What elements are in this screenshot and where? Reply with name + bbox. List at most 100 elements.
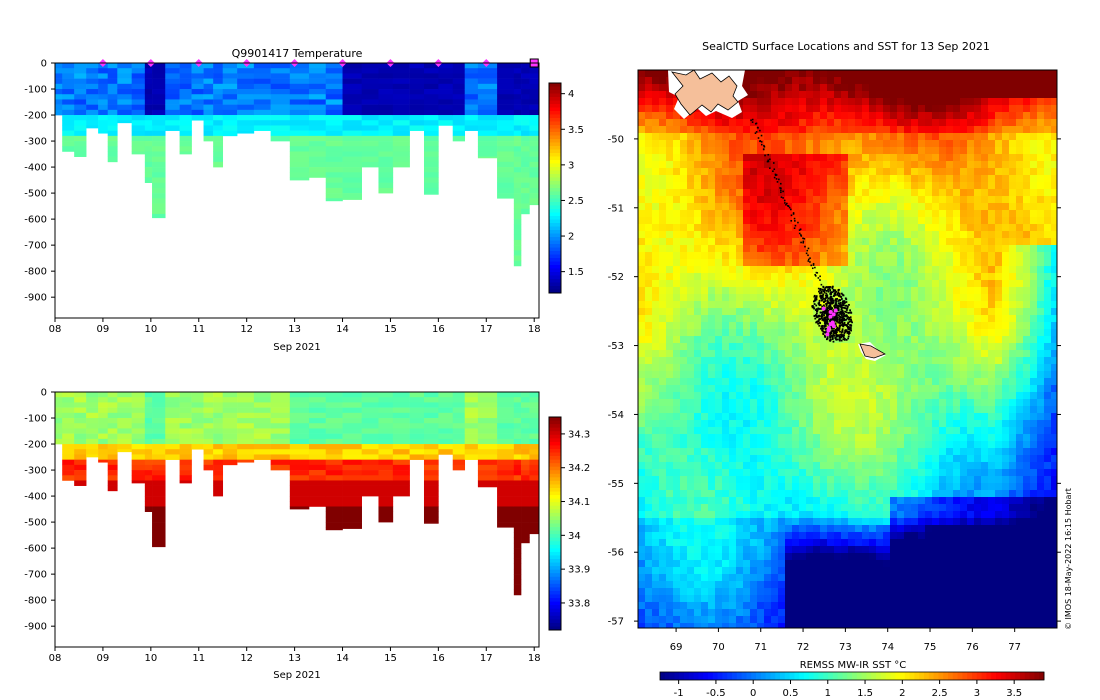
sst-pixel <box>708 623 716 628</box>
sst-pixel <box>757 105 765 113</box>
temperature-cell <box>131 63 146 69</box>
temperature-cell <box>213 109 224 116</box>
sst-pixel <box>694 406 702 414</box>
sst-pixel <box>834 280 842 288</box>
sst-pixel <box>911 175 919 183</box>
sst-pixel <box>820 147 828 155</box>
sst-pixel <box>848 609 856 617</box>
salinity-cell <box>513 579 522 585</box>
temperature-cell <box>423 172 439 178</box>
salinity-cell <box>179 454 192 460</box>
sst-pixel <box>708 532 716 540</box>
sst-pixel <box>750 231 758 239</box>
sst-pixel <box>806 490 814 498</box>
salinity-cell <box>529 418 539 424</box>
temperature-cell <box>521 120 530 126</box>
sst-pixel <box>673 210 681 218</box>
sst-pixel <box>659 126 667 134</box>
salinity-cell <box>144 423 153 429</box>
sst-pixel <box>736 588 744 596</box>
sst-pixel <box>743 315 751 323</box>
sst-pixel <box>841 392 849 400</box>
salinity-cell <box>529 522 539 528</box>
sst-pixel <box>652 301 660 309</box>
temperature-cell <box>62 63 75 69</box>
sst-pixel <box>645 616 653 624</box>
sst-pixel <box>722 119 730 127</box>
sst-pixel <box>799 350 807 358</box>
salinity-cell <box>342 490 362 497</box>
temperature-cell <box>477 115 498 121</box>
sst-pixel <box>827 504 835 512</box>
salinity-cell <box>213 470 224 476</box>
salinity-cell <box>361 433 379 440</box>
sst-pixel <box>813 161 821 169</box>
sst-pixel <box>708 126 716 134</box>
sst-pixel <box>729 231 737 239</box>
salinity-cell <box>409 438 425 445</box>
sst-pixel <box>925 98 933 106</box>
sst-pixel <box>673 140 681 148</box>
sst-pixel <box>645 413 653 421</box>
sst-pixel <box>869 301 877 309</box>
temperature-cell <box>117 109 132 116</box>
temperature-y-tick-label: -100 <box>24 85 47 96</box>
sst-pixel <box>694 231 702 239</box>
sst-pixel <box>841 476 849 484</box>
sst-pixel <box>841 280 849 288</box>
temperature-cell <box>270 83 291 90</box>
sst-pixel <box>792 413 800 421</box>
sst-pixel <box>778 357 786 365</box>
temperature-colorbar-band <box>549 125 561 129</box>
sst-pixel <box>764 322 772 330</box>
sst-pixel <box>862 266 870 274</box>
temperature-cell <box>152 151 166 157</box>
sst-pixel <box>925 217 933 225</box>
salinity-cell <box>409 418 425 424</box>
temperature-cell <box>107 141 118 147</box>
sst-pixel <box>722 266 730 274</box>
sst-pixel <box>841 161 849 169</box>
temperature-cell <box>62 104 75 111</box>
sst-pixel <box>680 616 688 624</box>
salinity-cell <box>62 418 75 424</box>
sst-pixel <box>687 588 695 596</box>
temperature-cell <box>325 68 343 74</box>
sst-pixel <box>708 567 716 575</box>
salinity-cell <box>342 511 362 518</box>
salinity-cell <box>289 454 310 460</box>
salinity-colorbar-band <box>549 569 561 574</box>
sst-pixel <box>792 301 800 309</box>
sst-pixel <box>680 301 688 309</box>
sst-pixel <box>659 469 667 477</box>
sst-pixel <box>729 308 737 316</box>
salinity-cell <box>521 485 530 492</box>
salinity-cell <box>213 490 224 497</box>
sst-pixel <box>813 322 821 330</box>
salinity-cell <box>361 418 379 424</box>
salinity-cell <box>521 423 530 429</box>
sst-pixel <box>820 399 828 407</box>
sst-pixel <box>687 266 695 274</box>
sst-pixel <box>876 147 884 155</box>
sst-pixel <box>757 455 765 463</box>
sst-pixel <box>827 399 835 407</box>
sst-pixel <box>778 182 786 190</box>
sst-pixel <box>869 560 877 568</box>
sst-pixel <box>666 259 674 267</box>
sst-pixel <box>666 609 674 617</box>
salinity-cell <box>477 418 498 424</box>
salinity-cell <box>98 397 109 403</box>
sst-pixel <box>918 231 926 239</box>
salinity-cell <box>513 501 522 507</box>
temperature-cell <box>144 115 153 121</box>
temperature-cell <box>131 99 146 105</box>
temperature-cell <box>289 146 310 152</box>
sst-pixel <box>841 441 849 449</box>
sst-pixel <box>750 98 758 106</box>
sst-pixel <box>799 483 807 491</box>
sst-pixel <box>659 322 667 330</box>
salinity-cell <box>513 412 522 419</box>
temperature-cell <box>497 156 515 163</box>
sst-pixel <box>827 434 835 442</box>
